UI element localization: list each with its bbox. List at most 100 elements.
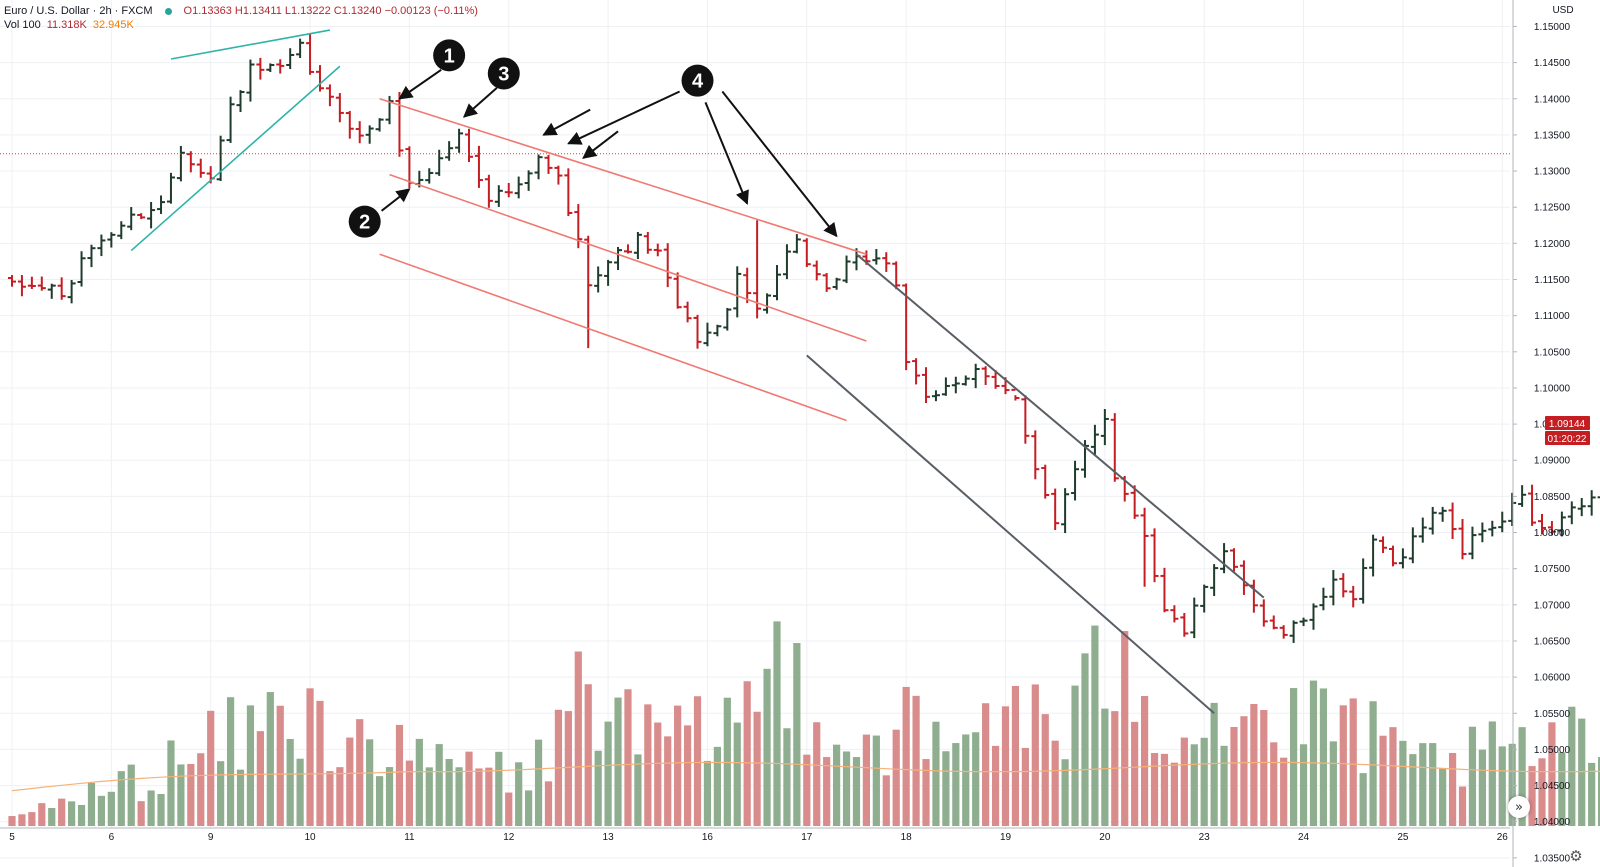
volume-bar-1 xyxy=(18,814,26,826)
volume-bar-73 xyxy=(733,722,741,826)
price-tick-label: 1.11000 xyxy=(1534,311,1570,322)
volume-bar-27 xyxy=(276,705,284,826)
volume-bar-131 xyxy=(1309,680,1318,826)
volume-bar-44 xyxy=(445,759,453,826)
volume-bar-30 xyxy=(306,688,314,826)
volume-bar-155 xyxy=(1548,722,1556,826)
price-tick-label: 1.07500 xyxy=(1534,564,1571,575)
annotation-2-circle xyxy=(348,205,381,238)
time-tick-label: 17 xyxy=(801,832,813,843)
chart-settings-gear-icon[interactable]: ⚙ xyxy=(1569,847,1583,865)
scroll-to-realtime-button[interactable]: » xyxy=(1508,796,1530,818)
volume-bar-65 xyxy=(654,722,662,826)
volume-bar-8 xyxy=(87,782,96,826)
time-tick-label: 20 xyxy=(1099,832,1111,843)
legend-volume-row: Vol 100 11.318K 32.945K xyxy=(4,18,478,32)
chart-legend: Euro / U.S. Dollar · 2h · FXCM O1.13363 … xyxy=(4,4,478,32)
annotation-1-circle xyxy=(433,39,466,72)
annotation-4-circle xyxy=(681,64,714,97)
volume-bar-143 xyxy=(1429,743,1437,826)
volume-bar-7 xyxy=(77,804,86,826)
price-tick-label: 1.15000 xyxy=(1534,22,1571,33)
volume-bar-154 xyxy=(1538,758,1546,826)
volume-bar-129 xyxy=(1290,688,1298,826)
volume-bar-149 xyxy=(1488,721,1496,826)
price-tick-label: 1.06500 xyxy=(1534,636,1571,647)
volume-ma-line xyxy=(11,761,1600,792)
price-tick-label: 1.09000 xyxy=(1534,456,1571,467)
volume-bar-95 xyxy=(952,743,960,826)
volume-bar-76 xyxy=(763,668,771,826)
volume-bar-41 xyxy=(415,738,423,826)
volume-bar-11 xyxy=(117,771,125,826)
volume-bar-66 xyxy=(664,736,672,826)
volume-bar-139 xyxy=(1389,727,1397,826)
annotation-2-label: 2 xyxy=(359,212,370,234)
volume-bar-15 xyxy=(157,794,165,826)
red-trend-line-4 xyxy=(379,253,847,422)
volume-bar-99 xyxy=(991,745,1000,826)
volume-bar-136 xyxy=(1359,773,1367,826)
volume-bar-2 xyxy=(28,812,36,826)
volume-bar-69 xyxy=(693,696,702,826)
price-tick-label: 1.05000 xyxy=(1534,745,1571,756)
time-tick-label: 25 xyxy=(1397,832,1409,843)
price-tick-label: 1.04500 xyxy=(1534,781,1571,792)
volume-bar-13 xyxy=(137,801,145,826)
volume-bar-152 xyxy=(1518,727,1526,826)
price-tick-label: 1.12000 xyxy=(1534,239,1571,250)
volume-bar-106 xyxy=(1061,759,1069,826)
volume-bar-9 xyxy=(97,795,106,826)
volume-bar-122 xyxy=(1220,745,1228,826)
volume-bar-18 xyxy=(187,763,195,826)
volume-bar-89 xyxy=(892,729,900,826)
price-bars xyxy=(8,33,1600,643)
volume-bar-132 xyxy=(1319,688,1328,826)
time-tick-label: 26 xyxy=(1497,832,1509,843)
volume-bar-36 xyxy=(366,739,374,826)
price-tick-label: 1.14500 xyxy=(1534,58,1571,69)
time-tick-label: 24 xyxy=(1298,832,1310,843)
volume-bar-134 xyxy=(1339,705,1347,826)
annotation-4-arrow-4 xyxy=(721,90,838,238)
volume-bar-68 xyxy=(683,725,692,826)
price-axis[interactable]: USD 1.15000 1.14500 1.14000 1.13500 1.13000 1… xyxy=(1512,0,1574,867)
volume-bar-17 xyxy=(177,764,185,826)
volume-bar-141 xyxy=(1409,754,1417,826)
volume-bar-138 xyxy=(1379,735,1387,826)
annotation-4-label: 4 xyxy=(692,71,704,93)
volume-bar-148 xyxy=(1478,749,1486,826)
volume-indicator-label[interactable]: Vol 100 xyxy=(4,19,41,31)
volume-bar-80 xyxy=(803,754,811,826)
volume-bar-29 xyxy=(296,758,304,826)
volume-bar-52 xyxy=(525,790,533,826)
symbol-title[interactable]: Euro / U.S. Dollar · 2h · FXCM xyxy=(4,5,153,17)
volume-bar-23 xyxy=(236,769,245,826)
chart-grid xyxy=(0,0,1510,859)
market-status-dot-icon xyxy=(164,7,172,15)
time-tick-label: 18 xyxy=(901,832,913,843)
time-axis[interactable]: 5 6 9 10 11 12 13 16 17 18 19 20 23 24 25 26 xyxy=(0,827,1510,843)
volume-bar-127 xyxy=(1270,742,1278,826)
volume-bar-121 xyxy=(1210,702,1218,826)
annotation-4-arrow-1 xyxy=(567,90,681,145)
grey-trend-line-6 xyxy=(806,354,1215,715)
time-tick-label: 5 xyxy=(9,832,15,843)
volume-bar-60 xyxy=(604,721,612,826)
volume-bar-116 xyxy=(1160,753,1169,826)
time-tick-label: 13 xyxy=(603,832,615,843)
volume-bar-87 xyxy=(872,735,880,826)
time-tick-label: 9 xyxy=(208,832,214,843)
volume-bar-43 xyxy=(435,744,443,826)
volume-bar-120 xyxy=(1200,737,1208,826)
volume-bar-118 xyxy=(1180,737,1188,826)
price-tick-label: 1.10000 xyxy=(1534,383,1571,394)
volume-ma-path xyxy=(11,761,1600,792)
price-tick-label: 1.04000 xyxy=(1534,817,1571,828)
volume-bar-77 xyxy=(773,621,781,826)
price-tick-label: 1.07000 xyxy=(1534,600,1571,611)
price-tick-label: 1.03500 xyxy=(1534,853,1571,864)
time-tick-label: 11 xyxy=(404,832,415,843)
price-tick-label: 1.14000 xyxy=(1534,94,1571,105)
